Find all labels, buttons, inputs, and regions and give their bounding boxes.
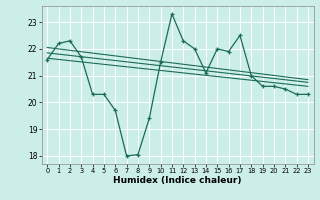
X-axis label: Humidex (Indice chaleur): Humidex (Indice chaleur) — [113, 176, 242, 185]
